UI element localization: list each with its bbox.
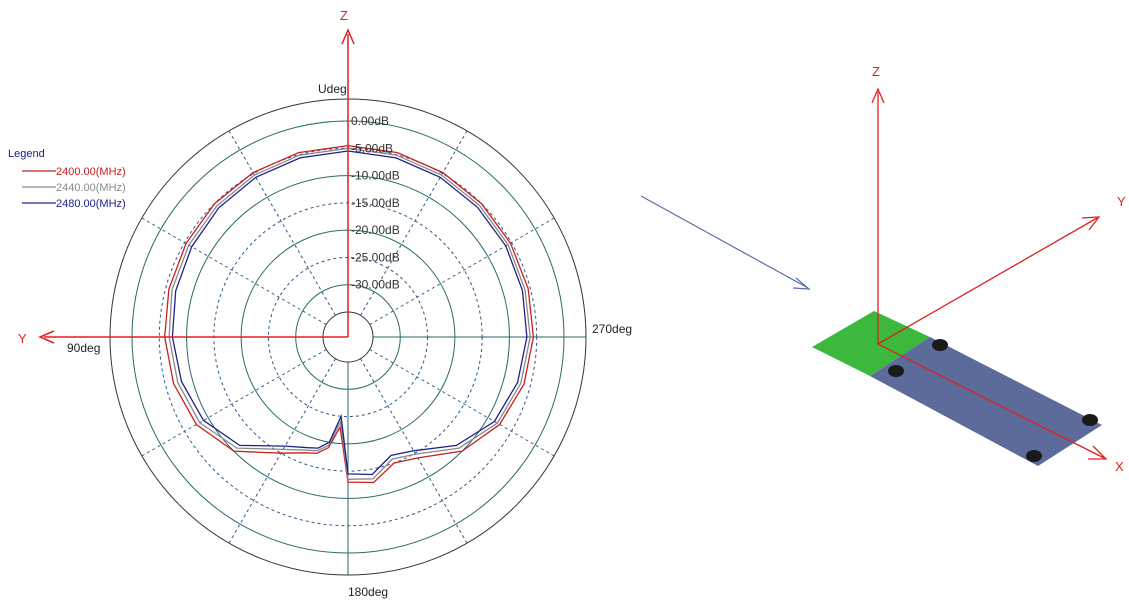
radial-tick-label: -10.00dB (351, 169, 400, 183)
mount-bump (888, 365, 904, 377)
y-axis-arrowhead (38, 330, 55, 344)
series-2480-line (171, 150, 528, 476)
angle-label-left: 90deg (67, 341, 100, 355)
mount-bump (1082, 414, 1098, 426)
grid-spoke (228, 130, 336, 316)
antenna-element (812, 311, 930, 376)
grid-spoke (141, 217, 327, 325)
unit-label: Udeg (318, 82, 347, 96)
board-y-axis (877, 217, 1098, 345)
polar-radiation-chart: 0.00dB -5.00dB -10.00dB -15.00dB -20.00dB -25… (8, 8, 632, 599)
pointer-arrowhead (792, 277, 811, 290)
board-z-label: Z (872, 64, 880, 79)
board-y-label: Y (1117, 194, 1126, 209)
board-x-label: X (1115, 459, 1124, 474)
legend-entry-2440: 2440.00(MHz) (56, 182, 126, 194)
radial-tick-label: -5.00dB (351, 141, 393, 155)
grid-spoke (228, 358, 336, 544)
board-x-arrowhead (1088, 445, 1108, 460)
radial-tick-label: -30.00dB (351, 278, 400, 292)
legend-entry-2480: 2480.00(MHz) (56, 198, 126, 210)
polar-series-group (164, 144, 535, 484)
legend: Legend 2400.00(MHz) 2440.00(MHz) 2480.00… (8, 148, 126, 210)
radial-tick-label: -15.00dB (351, 196, 400, 210)
series-2400-line (164, 144, 535, 484)
board-z-arrowhead (871, 87, 885, 104)
mount-bump (932, 339, 948, 351)
grid-spoke (369, 349, 555, 457)
mount-bump (1026, 450, 1042, 462)
radial-tick-label: -25.00dB (351, 250, 400, 264)
board-y-arrowhead (1081, 216, 1101, 231)
z-axis-arrowhead (341, 28, 355, 45)
pointer-arrow-line (640, 195, 809, 289)
y-axis-label: Y (18, 331, 27, 346)
series-2440-line (168, 147, 531, 480)
z-axis-label: Z (340, 8, 348, 23)
radial-tick-label: 0.00dB (351, 114, 389, 128)
radial-tick-labels: 0.00dB -5.00dB -10.00dB -15.00dB -20.00dB -25… (351, 114, 400, 292)
legend-entry-2400: 2400.00(MHz) (56, 166, 126, 178)
angle-label-bottom: 180deg (348, 585, 388, 599)
circuit-board (870, 337, 1102, 466)
angle-label-right: 270deg (592, 322, 632, 336)
board-x-axis (877, 343, 1105, 459)
radial-tick-label: -20.00dB (351, 223, 400, 237)
legend-title: Legend (8, 148, 45, 160)
